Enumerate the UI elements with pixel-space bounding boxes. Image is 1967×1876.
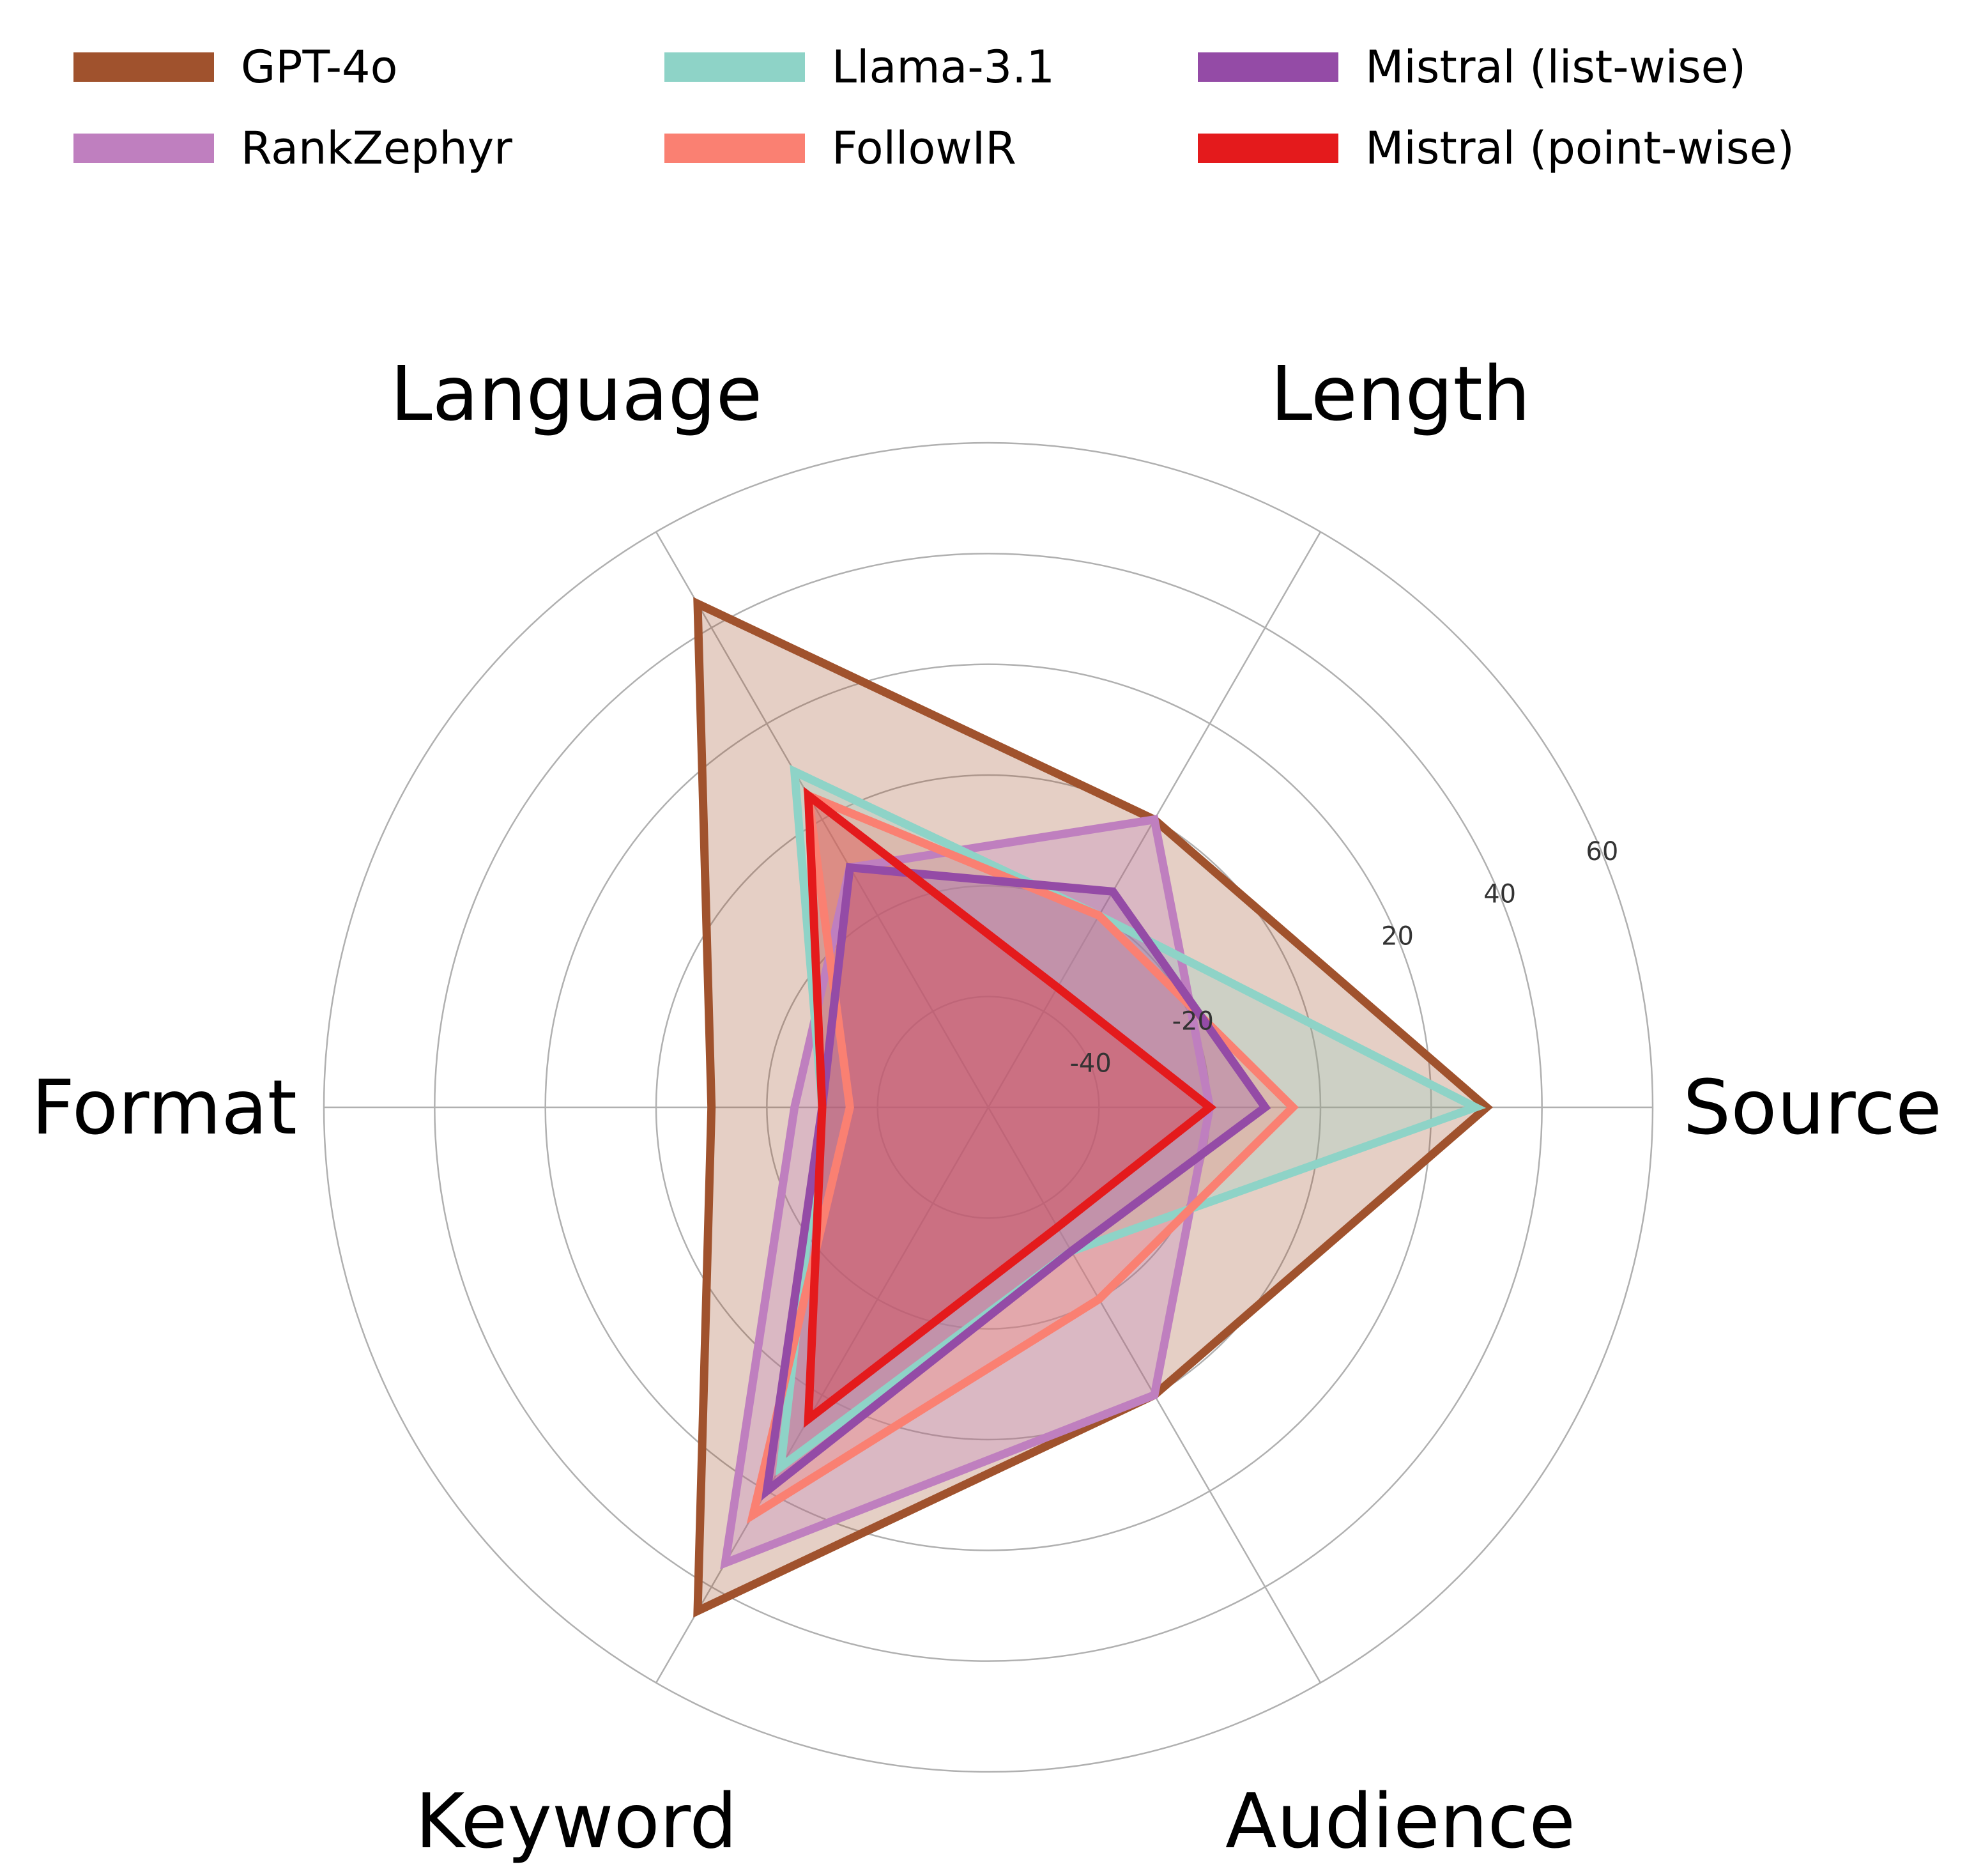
radial-tick-label: -40 [1069,1049,1111,1079]
legend-swatch-llama-3-1 [664,52,805,82]
series-fills [698,603,1487,1611]
axis-label-keyword: Keyword [415,1777,737,1865]
legend-swatch-gpt-4o [73,52,214,82]
series-fill-gpt-4o [698,603,1487,1611]
series-line-followir [746,788,1299,1524]
legend-label-gpt-4o: GPT-4o [241,41,397,93]
series-fill-mistral-list-wise [767,867,1266,1491]
radial-tick-label: -20 [1172,1006,1214,1036]
legend-label-llama-3-1: Llama-3.1 [832,41,1055,93]
series-fill-llama-3-1 [781,771,1476,1467]
spoke-language [655,531,990,1108]
series-fill-rankzephyr [725,819,1210,1563]
radial-tick-label: 40 [1483,879,1516,909]
radial-tick-labels: -40 -20 20 40 60 [1069,837,1618,1079]
spoke-keyword [655,1107,990,1684]
axis-label-format: Format [31,1063,297,1151]
legend-swatch-mistral-list-wise [1198,52,1338,82]
series-line-mistral-point-wise [804,787,1217,1428]
axis-label-source: Source [1683,1063,1941,1151]
axis-labels: Source Length Language Format Keyword Audienc… [31,350,1942,1865]
legend-label-mistral-list-wise: Mistral (list-wise) [1365,41,1746,93]
series-lines [693,597,1493,1618]
legend-label-mistral-point-wise: Mistral (point-wise) [1365,122,1795,174]
legend: GPT-4o RankZephyr Llama-3.1 FollowIR Mistral… [73,41,1795,174]
legend-swatch-rankzephyr [73,134,214,163]
axis-label-length: Length [1270,350,1530,438]
legend-swatch-followir [664,134,805,163]
axis-label-language: Language [390,350,762,438]
axis-label-audience: Audience [1225,1777,1575,1865]
legend-swatch-mistral-point-wise [1198,134,1338,163]
radial-tick-label: 20 [1381,922,1414,951]
legend-label-followir: FollowIR [832,122,1016,174]
series-line-rankzephyr [720,815,1214,1570]
radial-tick-label: 60 [1586,837,1618,866]
series-fill-mistral-point-wise [808,796,1210,1419]
legend-label-rankzephyr: RankZephyr [241,122,512,174]
